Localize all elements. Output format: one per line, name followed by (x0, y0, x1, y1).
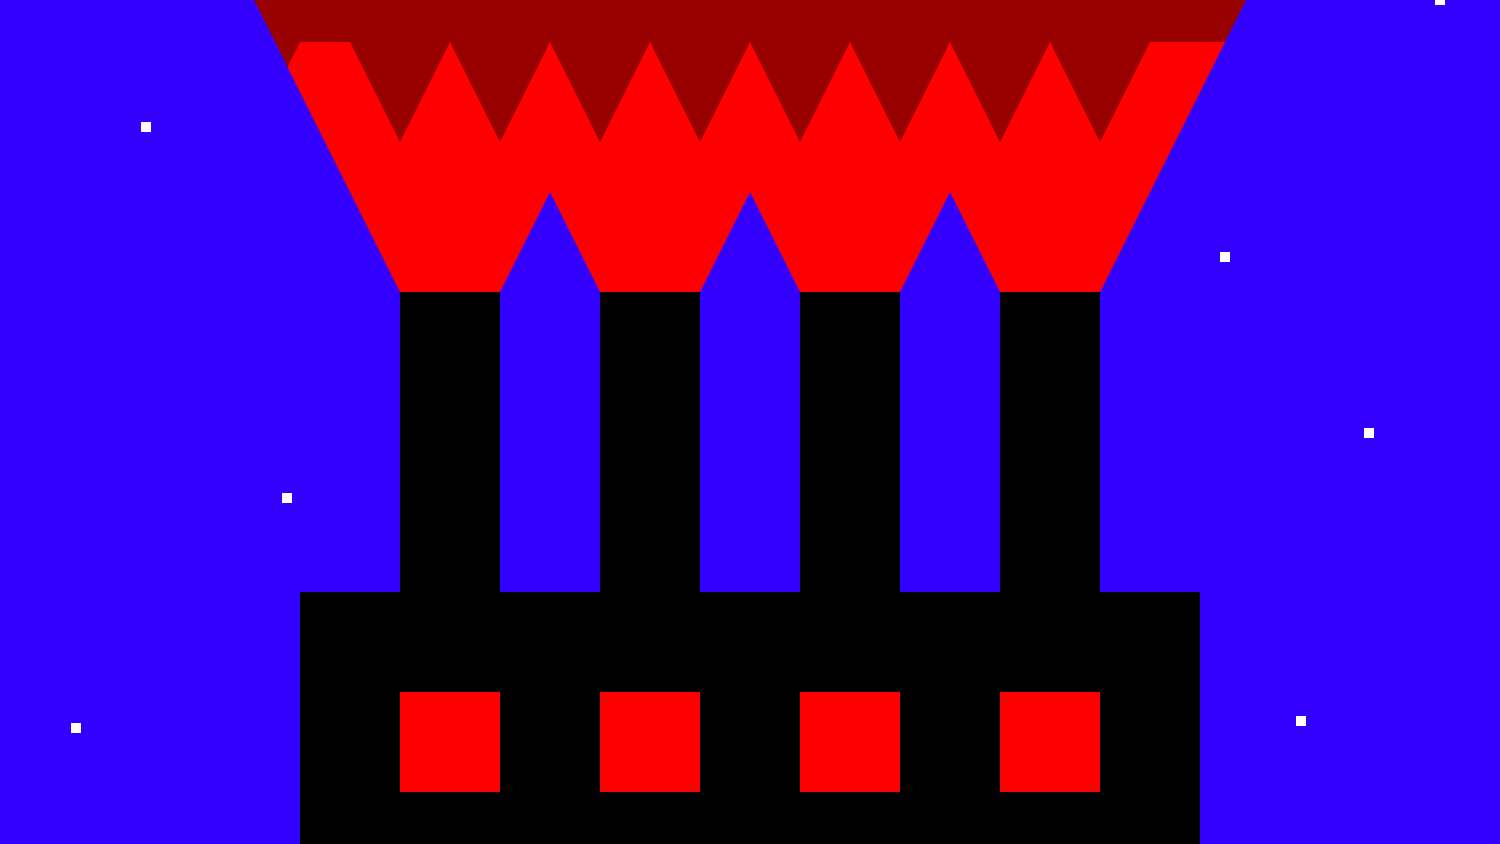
roof-notch (900, 192, 1000, 592)
tower (800, 292, 900, 592)
star (282, 493, 292, 503)
star (71, 723, 81, 733)
window (800, 692, 900, 792)
window (1000, 692, 1100, 792)
tower (400, 292, 500, 592)
roof-notch (500, 192, 600, 592)
star (1364, 428, 1374, 438)
window (400, 692, 500, 792)
towers (400, 292, 1100, 592)
star (1296, 716, 1306, 726)
windows (400, 692, 1100, 792)
roof-notches (500, 192, 1000, 592)
roof-bright-zigzag (254, 42, 1246, 292)
tower (1000, 292, 1100, 592)
window (600, 692, 700, 792)
tower (600, 292, 700, 592)
roof-notch (700, 192, 800, 592)
star (1220, 252, 1230, 262)
star (141, 122, 151, 132)
star (1435, 0, 1445, 5)
